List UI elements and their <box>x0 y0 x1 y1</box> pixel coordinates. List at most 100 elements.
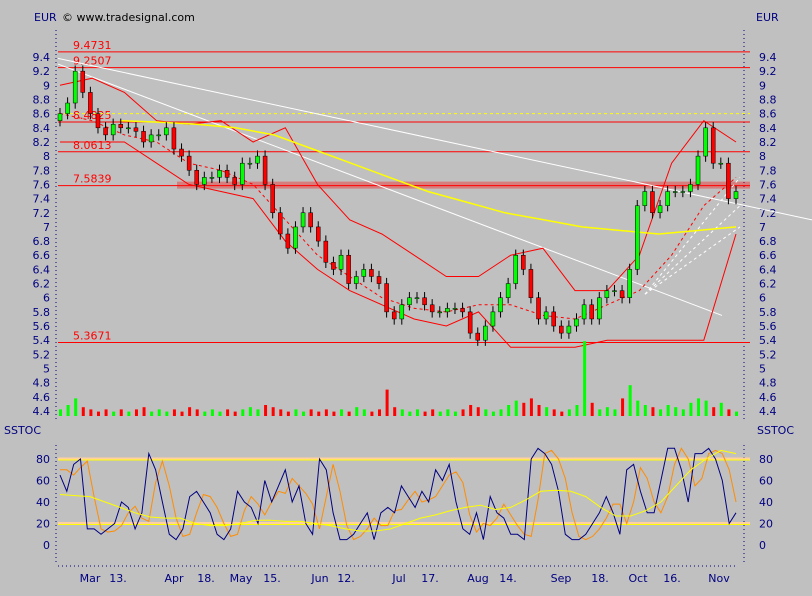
stoch-slow-line <box>59 449 737 532</box>
candle <box>331 262 336 270</box>
candle <box>323 240 329 263</box>
volume-bar <box>317 411 321 416</box>
volume-bar <box>514 400 518 416</box>
candle <box>164 127 169 136</box>
y-tick-label-right: 6.8 <box>759 235 777 248</box>
volume-bar <box>81 407 85 416</box>
volume-bar <box>697 398 701 416</box>
candle <box>703 127 708 157</box>
volume-bar <box>180 411 184 416</box>
volume-bar <box>522 402 526 416</box>
y-tick-label-right: 8.6 <box>759 108 777 121</box>
candle <box>688 184 693 192</box>
y-tick-label-left: 8.2 <box>33 136 51 149</box>
bollinger-lower <box>60 141 737 348</box>
candle <box>293 226 298 249</box>
candle <box>559 325 564 334</box>
candle <box>179 148 184 157</box>
volume-bar <box>271 407 275 416</box>
volume-bar <box>165 411 169 416</box>
volume-bar <box>712 407 716 416</box>
candle <box>635 205 640 270</box>
candle <box>103 127 108 136</box>
volume-bar <box>142 407 146 416</box>
copyright-label: © www.tradesignal.com <box>62 11 195 24</box>
currency-label-left: EUR <box>34 11 57 24</box>
candle <box>376 276 382 284</box>
stoch-tick-left: 0 <box>43 539 50 552</box>
x-tick-label: Jul <box>391 572 405 585</box>
volume-bar <box>605 407 609 416</box>
trend-line <box>57 63 723 316</box>
candle <box>285 233 291 249</box>
candle <box>171 127 177 150</box>
y-tick-label-left: 6.8 <box>33 235 51 248</box>
volume-bar <box>438 411 442 416</box>
volume-bar <box>415 409 419 416</box>
candle <box>141 131 146 143</box>
candle <box>262 155 268 185</box>
volume-bar <box>461 409 465 416</box>
level-label: 8.0613 <box>73 139 112 152</box>
volume-bar <box>233 411 237 416</box>
volume-bar <box>355 407 359 416</box>
volume-bar <box>689 402 693 416</box>
y-tick-label-left: 5.2 <box>33 348 51 361</box>
y-tick-label-left: 7.8 <box>33 164 51 177</box>
candle <box>581 304 587 320</box>
x-tick-label: 13. <box>109 572 127 585</box>
volume-bar <box>362 409 366 416</box>
volume-bar <box>590 402 594 416</box>
volume-bar <box>643 405 647 416</box>
stoch-title-left: SSTOC <box>4 424 41 437</box>
volume-bar <box>378 409 382 416</box>
y-tick-label-right: 6.2 <box>759 278 777 291</box>
y-tick-label-left: 6.4 <box>33 263 51 276</box>
candle <box>505 283 511 298</box>
candle <box>80 70 86 93</box>
x-tick-label: Oct <box>628 572 648 585</box>
volume-bar <box>598 409 602 416</box>
y-tick-label-left: 9 <box>43 79 50 92</box>
volume-bar <box>499 409 503 416</box>
candle <box>589 304 594 320</box>
volume-bar <box>172 409 176 416</box>
y-tick-label-left: 6 <box>43 292 50 305</box>
candle <box>490 311 496 327</box>
moving-average-short <box>59 113 737 320</box>
y-tick-label-left: 9.2 <box>33 65 51 78</box>
candle <box>597 297 602 320</box>
volume-bar <box>628 385 632 416</box>
volume-bar <box>575 405 579 416</box>
stoch-d-line <box>60 447 737 541</box>
candle <box>407 297 412 306</box>
y-tick-label-right: 4.6 <box>759 391 777 404</box>
volume-bar <box>621 398 625 416</box>
volume-bar <box>210 409 214 416</box>
candle <box>209 177 215 179</box>
candle <box>566 325 572 334</box>
candle <box>627 269 632 298</box>
y-tick-label-right: 5 <box>759 363 766 376</box>
y-tick-label-right: 7.8 <box>759 164 777 177</box>
y-tick-label-left: 5.8 <box>33 306 51 319</box>
x-tick-label: Mar <box>80 572 101 585</box>
y-tick-label-right: 8.2 <box>759 136 777 149</box>
fan-line <box>644 205 741 295</box>
volume-bar <box>545 407 549 416</box>
y-tick-label-right: 9 <box>759 79 766 92</box>
volume-bar <box>74 398 78 416</box>
y-tick-label-right: 4.8 <box>759 377 777 390</box>
candle <box>133 127 139 132</box>
volume-bar <box>150 411 154 416</box>
y-tick-label-right: 7 <box>759 221 766 234</box>
y-tick-label-left: 9.4 <box>33 51 51 64</box>
volume-bar <box>89 409 93 416</box>
x-tick-label: 16. <box>663 572 681 585</box>
volume-bar <box>279 409 283 416</box>
y-tick-label-right: 6.4 <box>759 263 777 276</box>
candle <box>445 308 450 313</box>
x-tick-label: Apr <box>164 572 184 585</box>
x-tick-label: 14. <box>499 572 517 585</box>
volume-bar <box>393 407 397 416</box>
